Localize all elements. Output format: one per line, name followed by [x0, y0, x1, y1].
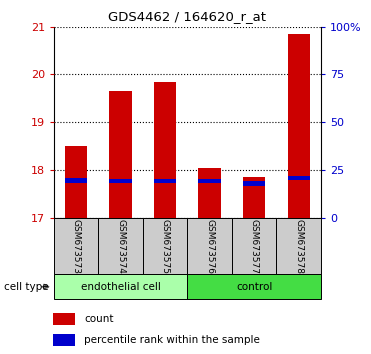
- Text: GSM673574: GSM673574: [116, 218, 125, 274]
- Text: GSM673575: GSM673575: [161, 218, 170, 274]
- Bar: [154, 178, 176, 183]
- Bar: [243, 177, 265, 218]
- Bar: [54, 274, 187, 299]
- Bar: [65, 146, 87, 218]
- Text: count: count: [85, 314, 114, 324]
- Text: percentile rank within the sample: percentile rank within the sample: [85, 335, 260, 345]
- Bar: [65, 178, 87, 183]
- Bar: [53, 313, 75, 325]
- Bar: [143, 218, 187, 274]
- Bar: [198, 167, 221, 218]
- Text: GSM673578: GSM673578: [294, 218, 303, 274]
- Bar: [98, 218, 143, 274]
- Title: GDS4462 / 164620_r_at: GDS4462 / 164620_r_at: [108, 10, 266, 23]
- Bar: [54, 218, 98, 274]
- Text: endothelial cell: endothelial cell: [81, 282, 161, 292]
- Text: GSM673573: GSM673573: [72, 218, 81, 274]
- Text: cell type: cell type: [4, 282, 48, 292]
- Bar: [198, 178, 221, 183]
- Bar: [288, 34, 310, 218]
- Bar: [109, 178, 132, 183]
- Text: GSM673576: GSM673576: [205, 218, 214, 274]
- Bar: [232, 218, 276, 274]
- Bar: [276, 218, 321, 274]
- Bar: [288, 176, 310, 181]
- Bar: [187, 274, 321, 299]
- Text: GSM673577: GSM673577: [250, 218, 259, 274]
- Bar: [243, 181, 265, 186]
- Bar: [109, 91, 132, 218]
- Bar: [154, 81, 176, 218]
- Bar: [53, 334, 75, 346]
- Bar: [187, 218, 232, 274]
- Text: control: control: [236, 282, 272, 292]
